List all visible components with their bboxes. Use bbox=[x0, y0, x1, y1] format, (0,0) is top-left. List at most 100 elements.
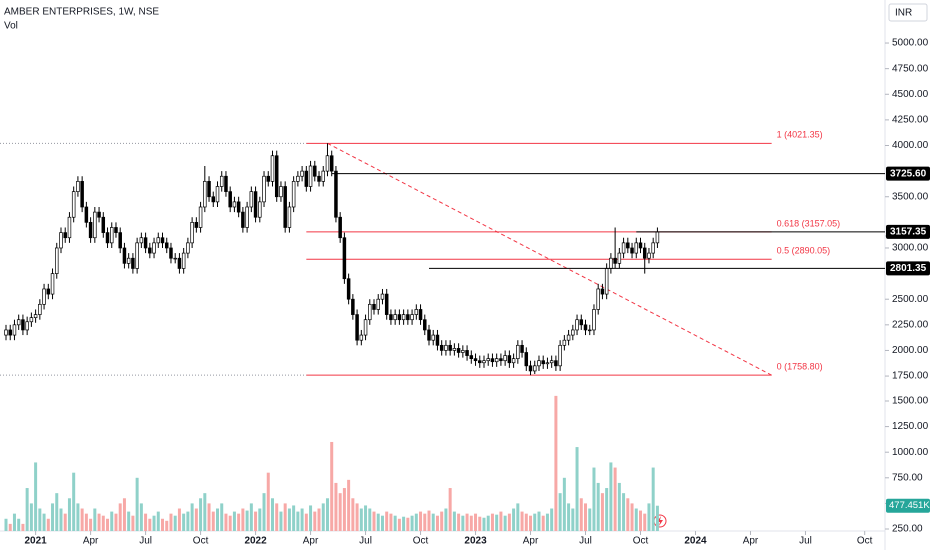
candle-body bbox=[571, 329, 575, 336]
candle-body bbox=[393, 314, 397, 321]
volume-bar bbox=[402, 516, 406, 531]
volume-bar bbox=[410, 515, 414, 531]
candle-body bbox=[435, 334, 440, 346]
volume-bar bbox=[110, 511, 114, 531]
volume-bar bbox=[55, 493, 59, 531]
y-tick-label: 2000.00 bbox=[892, 345, 929, 356]
candle-body bbox=[59, 232, 63, 249]
candle-body bbox=[566, 334, 571, 341]
candle-body bbox=[304, 170, 309, 187]
volume-bar bbox=[571, 508, 575, 531]
candle-body bbox=[203, 181, 207, 208]
volume-bar bbox=[600, 493, 604, 531]
candle-body bbox=[613, 257, 617, 264]
x-tick-label: Apr bbox=[743, 536, 759, 547]
volume-bar bbox=[220, 503, 224, 531]
volume-bar bbox=[359, 508, 363, 531]
volume-bar bbox=[245, 510, 249, 531]
price-box-label: 3157.35 bbox=[890, 226, 927, 237]
volume-bar bbox=[46, 518, 50, 531]
volume-bar bbox=[596, 482, 600, 531]
candle-body bbox=[461, 350, 465, 353]
candle-body bbox=[164, 242, 169, 249]
candle-body bbox=[46, 288, 51, 295]
volume-bar bbox=[237, 513, 241, 531]
candle-body bbox=[160, 237, 165, 244]
volume-bar bbox=[647, 503, 651, 531]
volume-bar bbox=[135, 477, 139, 531]
chart-title: AMBER ENTERPRISES, 1W, NSE bbox=[4, 7, 159, 18]
volume-bar bbox=[427, 510, 431, 531]
candle-body bbox=[537, 360, 541, 367]
candle-body bbox=[296, 175, 300, 182]
candle-body bbox=[609, 257, 613, 269]
volume-bar bbox=[389, 513, 393, 531]
candle-body bbox=[448, 344, 452, 351]
volume-bar bbox=[554, 395, 558, 531]
candle-body bbox=[245, 206, 249, 228]
volume-tick-label: 1500.00 bbox=[892, 396, 929, 407]
candle-body bbox=[190, 222, 194, 244]
volume-last-label: 477.451K bbox=[889, 500, 930, 511]
candle-body bbox=[368, 303, 372, 321]
volume-bar bbox=[465, 513, 469, 531]
y-tick-label: 4500.00 bbox=[892, 89, 929, 100]
y-tick-label: 4000.00 bbox=[892, 140, 929, 151]
candle-body bbox=[67, 216, 72, 239]
volume-bar bbox=[512, 508, 516, 531]
candle-body bbox=[380, 293, 385, 300]
x-tick-label: 2023 bbox=[464, 536, 487, 547]
volume-bar bbox=[575, 447, 579, 531]
volume-bar bbox=[89, 518, 93, 531]
candle-body bbox=[148, 247, 152, 254]
candle-body bbox=[342, 237, 347, 280]
y-tick-label: 1750.00 bbox=[892, 371, 929, 382]
volume-bar bbox=[63, 513, 67, 531]
volume-bar bbox=[474, 513, 478, 531]
currency-box[interactable] bbox=[888, 3, 928, 22]
candle-body bbox=[308, 165, 313, 187]
volume-bar bbox=[630, 503, 634, 531]
volume-bar bbox=[169, 513, 173, 531]
volume-tick-label: 250.00 bbox=[892, 524, 923, 535]
candle-body bbox=[8, 329, 12, 336]
volume-bar bbox=[478, 516, 482, 531]
candle-body bbox=[143, 237, 148, 249]
volume-bar bbox=[317, 508, 321, 531]
candle-body bbox=[93, 211, 97, 239]
candle-body bbox=[29, 317, 34, 323]
volume-bar bbox=[321, 503, 325, 531]
volume-bar bbox=[279, 511, 283, 531]
volume-bar bbox=[216, 508, 219, 531]
volume-bar bbox=[655, 505, 659, 531]
x-tick-label: Apr bbox=[83, 536, 99, 547]
volume-tick-label: 1250.00 bbox=[892, 421, 929, 432]
volume-bar bbox=[452, 511, 456, 531]
x-tick-label: 2022 bbox=[244, 536, 267, 547]
volume-bar bbox=[482, 517, 486, 531]
candle-body bbox=[520, 344, 524, 353]
volume-bar bbox=[275, 503, 279, 531]
volume-bar bbox=[423, 513, 427, 531]
candle-body bbox=[418, 309, 423, 321]
volume-bar bbox=[25, 488, 29, 531]
x-tick-label: Oct bbox=[857, 536, 873, 547]
volume-bar bbox=[139, 503, 143, 531]
candle-body bbox=[169, 247, 173, 259]
candle-body bbox=[604, 268, 609, 295]
candle-body bbox=[55, 247, 59, 274]
volume-bar bbox=[12, 513, 16, 531]
volume-bar bbox=[42, 513, 46, 531]
candle-body bbox=[549, 360, 554, 364]
volume-bar bbox=[461, 515, 465, 531]
candle-body bbox=[262, 175, 266, 203]
candle-body bbox=[486, 358, 490, 362]
candle-body bbox=[562, 339, 567, 346]
volume-bar bbox=[495, 514, 499, 531]
volume-bar bbox=[364, 505, 368, 531]
y-tick-label: 2500.00 bbox=[892, 294, 929, 305]
candle-body bbox=[532, 365, 537, 372]
candle-body bbox=[592, 309, 596, 331]
volume-bar bbox=[76, 503, 80, 531]
volume-bar bbox=[127, 511, 131, 531]
